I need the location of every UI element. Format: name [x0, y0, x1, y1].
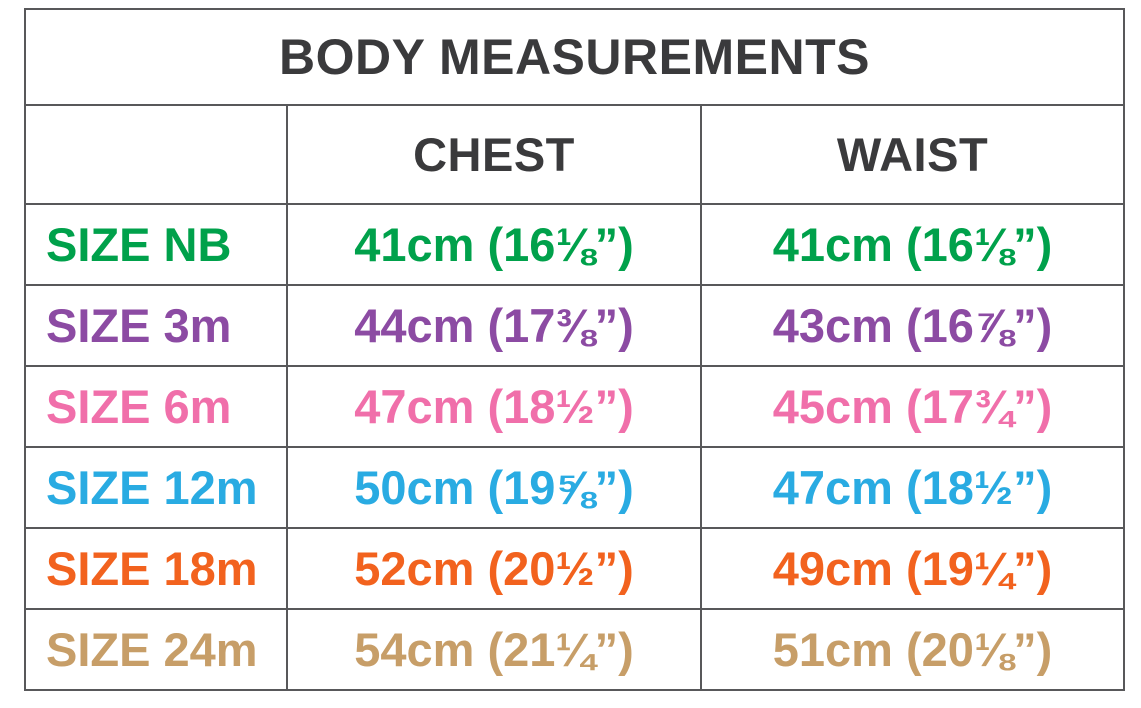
size-label: SIZE NB [24, 203, 288, 286]
waist-value: 41cm (16⅛”) [700, 203, 1125, 286]
waist-value: 51cm (20⅛”) [700, 608, 1125, 691]
chest-value: 47cm (18½”) [286, 365, 702, 448]
table-title: BODY MEASUREMENTS [24, 8, 1125, 106]
chest-value: 52cm (20½”) [286, 527, 702, 610]
chest-value: 44cm (17⅜”) [286, 284, 702, 367]
table-header-row: CHEST WAIST [24, 104, 1125, 205]
table-row-size-3m: SIZE 3m 44cm (17⅜”) 43cm (16⅞”) [24, 284, 1125, 367]
chest-value: 41cm (16⅛”) [286, 203, 702, 286]
body-measurements-table: BODY MEASUREMENTS CHEST WAIST SIZE NB 41… [24, 8, 1125, 691]
table-row-size-12m: SIZE 12m 50cm (19⅝”) 47cm (18½”) [24, 446, 1125, 529]
table-row-size-18m: SIZE 18m 52cm (20½”) 49cm (19¼”) [24, 527, 1125, 610]
table-row-size-6m: SIZE 6m 47cm (18½”) 45cm (17¾”) [24, 365, 1125, 448]
table-row-size-24m: SIZE 24m 54cm (21¼”) 51cm (20⅛”) [24, 608, 1125, 691]
size-label: SIZE 18m [24, 527, 288, 610]
size-label: SIZE 3m [24, 284, 288, 367]
waist-value: 43cm (16⅞”) [700, 284, 1125, 367]
table-row-size-nb: SIZE NB 41cm (16⅛”) 41cm (16⅛”) [24, 203, 1125, 286]
column-header-waist: WAIST [700, 104, 1125, 205]
size-label: SIZE 24m [24, 608, 288, 691]
size-label: SIZE 12m [24, 446, 288, 529]
empty-header-cell [24, 104, 288, 205]
waist-value: 45cm (17¾”) [700, 365, 1125, 448]
waist-value: 49cm (19¼”) [700, 527, 1125, 610]
size-label: SIZE 6m [24, 365, 288, 448]
chest-value: 54cm (21¼”) [286, 608, 702, 691]
chest-value: 50cm (19⅝”) [286, 446, 702, 529]
table-title-row: BODY MEASUREMENTS [24, 8, 1125, 106]
column-header-chest: CHEST [286, 104, 702, 205]
waist-value: 47cm (18½”) [700, 446, 1125, 529]
